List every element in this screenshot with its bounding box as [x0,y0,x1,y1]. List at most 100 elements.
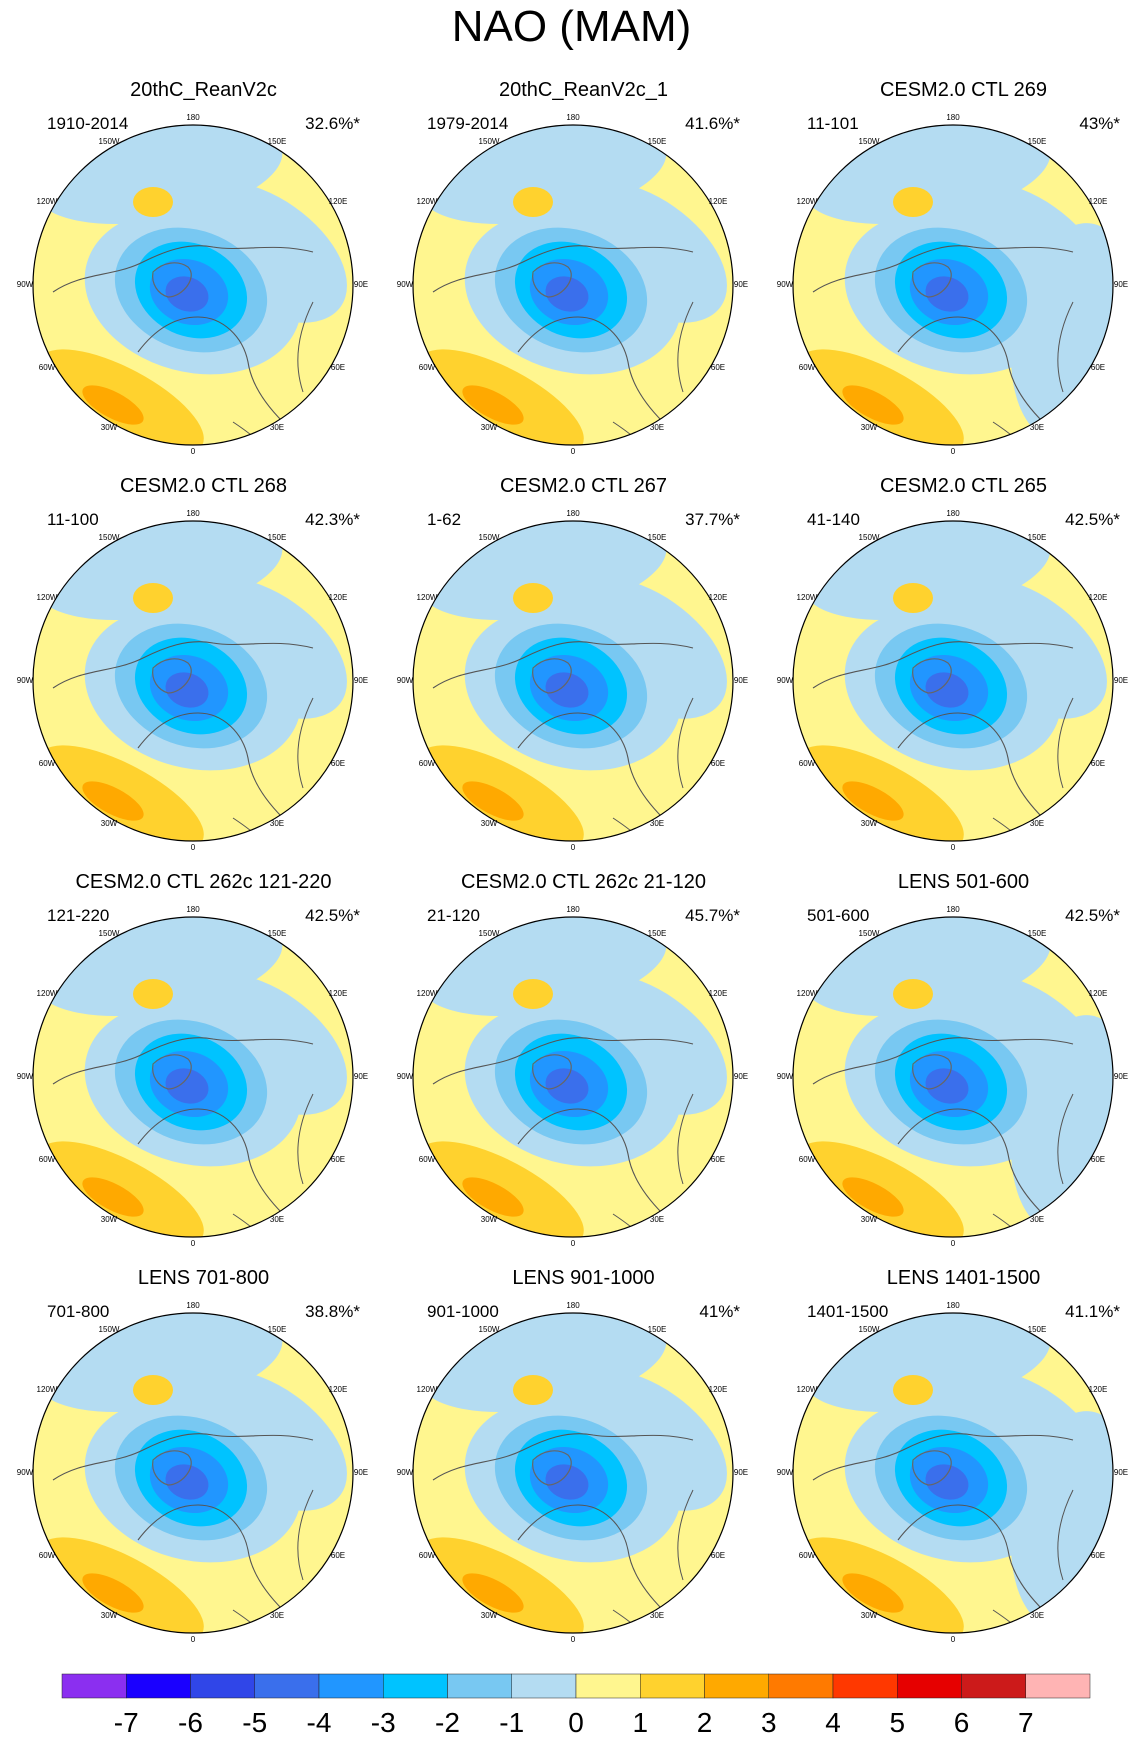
panel-title: CESM2.0 CTL 267 [499,475,668,497]
panel-period: 701-800 [47,1302,110,1321]
colorbar-swatch [254,1673,320,1699]
colorbar-swatch [832,1673,898,1699]
colorbar-label: 5 [889,1707,905,1738]
colorbar-label: 3 [761,1707,777,1738]
longitude-label: 120W [37,593,58,602]
map-boundary [412,520,734,842]
colorbar-label: 4 [825,1707,841,1738]
positive-lobe-core [82,781,144,821]
arctic-center-5 [925,1464,969,1500]
panel-title: 20thC_ReanV2c [130,79,277,101]
arctic-center-5 [165,1068,209,1104]
polar-map: 180 150E 120E 90E 60E 30E 0 30W 60W 90W 120W 150W [397,113,748,456]
panel-variance: 41.6%* [685,114,740,133]
longitude-label: 150W [479,533,500,542]
map-boundary [32,916,354,1238]
positive-region-pacific [133,1375,173,1405]
coastline [432,641,694,689]
panel-variance: 32.6%* [305,114,360,133]
positive-lobe-core [462,1573,524,1613]
colorbar-swatch [897,1673,962,1699]
polar-map: 180 150E 120E 90E 60E 30E 0 30W 60W 90W 120W 150W [777,113,1128,456]
longitude-label: 90E [1114,676,1128,685]
arctic-center-5 [925,276,969,312]
coastline [137,1504,284,1611]
positive-region-pacific [893,187,933,217]
longitude-label: 150W [859,137,880,146]
greenland-outline [912,1450,952,1486]
positive-lobe-core [842,1573,904,1613]
longitude-label: 90E [734,280,748,289]
panel-title: CESM2.0 CTL 265 [879,475,1048,497]
longitude-label: 60E [331,1551,345,1560]
coastline [137,1108,284,1215]
figure-title: NAO (MAM) [451,2,692,51]
panel-variance: 42.5%* [1065,510,1120,529]
longitude-label: 120W [797,197,818,206]
longitude-label: 120W [417,197,438,206]
longitude-label: 90E [354,676,368,685]
coastline [52,1037,314,1085]
longitude-label: 0 [951,447,956,456]
panel-variance: 37.7%* [685,510,740,529]
greenland-outline [912,1054,952,1090]
colorbar-label: -3 [371,1707,396,1738]
greenland-outline [912,262,952,298]
longitude-label: 60E [711,1551,725,1560]
colorbar-label: 6 [954,1707,970,1738]
coastline [137,316,284,423]
map-boundary [792,520,1114,842]
positive-region-pacific [133,979,173,1009]
positive-lobe-core [82,1177,144,1217]
panel-period: 501-600 [807,906,870,925]
coastline [137,712,284,819]
colorbar-label: -7 [114,1707,139,1738]
longitude-label: 60W [419,1551,436,1560]
longitude-label: 120W [797,1385,818,1394]
colorbar-swatch [126,1673,191,1699]
longitude-label: 0 [951,1239,956,1248]
longitude-label: 60W [799,363,816,372]
longitude-label: 90E [354,280,368,289]
longitude-label: 120W [37,1385,58,1394]
map-boundary [792,916,1114,1238]
coastline [812,245,1074,293]
map-boundary [32,1312,354,1634]
longitude-label: 90E [1114,1468,1128,1477]
arctic-center-5 [925,1068,969,1104]
longitude-label: 30W [861,819,878,828]
longitude-label: 60E [1091,1551,1105,1560]
panel-variance: 41.1%* [1065,1302,1120,1321]
longitude-label: 60E [1091,363,1105,372]
longitude-label: 30W [481,1215,498,1224]
map-boundary [412,916,734,1238]
longitude-label: 150E [648,929,667,938]
panel-period: 1401-1500 [807,1302,889,1321]
map-panel: CESM2.0 CTL 262c 21-120 21-120 45.7%* 180 15… [393,870,774,1268]
map-panel: LENS 501-600 501-600 42.5%* 180 150E 120E 90E 6… [773,870,1143,1268]
longitude-label: 180 [946,905,960,914]
panel-period: 1979-2014 [427,114,509,133]
positive-region-pacific [893,1375,933,1405]
positive-lobe-core [462,385,524,425]
longitude-label: 150W [99,1325,120,1334]
longitude-label: 60E [331,1155,345,1164]
colorbar-swatch [61,1673,127,1699]
longitude-label: 90E [734,1072,748,1081]
polar-map: 180 150E 120E 90E 60E 30E 0 30W 60W 90W 120W 150W [397,905,748,1248]
longitude-label: 90E [1114,1072,1128,1081]
longitude-label: 60E [1091,1155,1105,1164]
longitude-label: 180 [946,113,960,122]
longitude-label: 150E [1028,1325,1047,1334]
map-panel: LENS 901-1000 901-1000 41%* 180 150E 120E 90E 6… [393,1266,774,1664]
longitude-label: 30E [1030,1611,1044,1620]
longitude-label: 120E [329,593,348,602]
longitude-label: 0 [571,1239,576,1248]
panel-title: 20thC_ReanV2c_1 [498,79,668,101]
map-panel: 20thC_ReanV2c 1910-2014 32.6%* 180 150E 120E 9… [13,78,394,476]
longitude-label: 90W [777,280,794,289]
positive-lobe-core [462,1177,524,1217]
coastline [432,245,694,293]
longitude-label: 30E [1030,819,1044,828]
coastline [52,245,314,293]
